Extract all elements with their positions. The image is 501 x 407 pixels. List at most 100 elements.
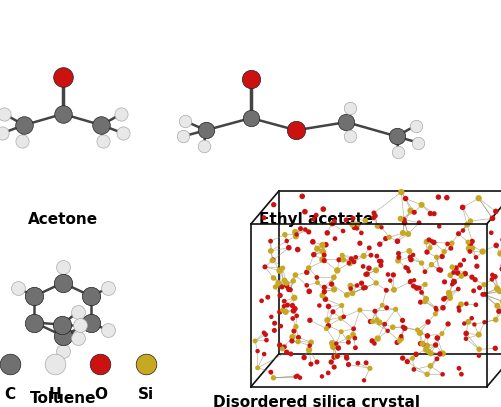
Point [459, 257, 467, 263]
Point [267, 313, 275, 320]
Point [266, 238, 274, 244]
Point [355, 240, 363, 247]
Point [318, 256, 326, 263]
Point [276, 292, 284, 299]
Point [348, 290, 356, 297]
Point [369, 210, 377, 216]
Point [401, 195, 409, 202]
Point [458, 204, 466, 210]
Point [321, 296, 329, 302]
Point [423, 348, 431, 354]
Point [305, 342, 313, 349]
Point [451, 265, 459, 271]
Point [445, 291, 453, 298]
Point [405, 254, 413, 260]
Point [406, 256, 414, 263]
Text: Ethyl acetate: Ethyl acetate [259, 212, 373, 227]
Point [334, 256, 342, 263]
Point [332, 353, 340, 360]
Point [346, 282, 354, 289]
Point [282, 349, 290, 355]
Point [458, 227, 466, 234]
Point [269, 256, 277, 263]
Point [327, 221, 335, 227]
Point [267, 369, 275, 375]
Point [338, 252, 346, 258]
Point [261, 264, 269, 270]
Point [370, 340, 378, 347]
Point [375, 319, 383, 326]
Point [332, 340, 340, 347]
Point [422, 249, 430, 255]
Point [396, 215, 404, 222]
Point [413, 327, 421, 333]
Point [282, 238, 290, 244]
Point [404, 268, 412, 274]
Point [318, 248, 326, 254]
Point [296, 225, 304, 232]
Point [400, 325, 408, 332]
Point [307, 339, 315, 346]
Point [178, 133, 186, 140]
Point [275, 342, 283, 348]
Point [425, 363, 433, 369]
Point [432, 254, 440, 260]
Point [306, 361, 314, 368]
Point [253, 365, 261, 371]
Point [246, 115, 255, 121]
Point [324, 303, 332, 310]
Point [268, 257, 276, 264]
Point [396, 335, 404, 342]
Point [323, 317, 331, 323]
Point [383, 271, 391, 278]
Point [487, 276, 495, 282]
Point [300, 354, 308, 361]
Point [405, 279, 413, 285]
Point [350, 335, 358, 341]
Point [462, 221, 470, 228]
Point [417, 289, 425, 295]
Point [432, 356, 440, 362]
Point [478, 291, 486, 298]
Point [277, 284, 285, 290]
Point [344, 361, 352, 368]
Point [391, 306, 399, 313]
Point [301, 226, 309, 233]
Point [442, 195, 450, 201]
Point [465, 248, 473, 255]
Point [292, 313, 300, 319]
Point [309, 216, 317, 223]
Point [423, 319, 431, 325]
Point [309, 252, 317, 258]
Point [275, 267, 283, 274]
Point [274, 280, 282, 287]
Point [422, 371, 430, 378]
Point [359, 377, 367, 383]
Point [282, 282, 290, 289]
Point [447, 264, 455, 270]
Point [492, 285, 500, 292]
Point [291, 305, 299, 312]
Point [498, 262, 501, 269]
Point [31, 319, 39, 326]
Point [342, 354, 350, 361]
Point [261, 331, 269, 338]
Point [477, 248, 485, 255]
Text: O: O [94, 387, 107, 402]
Point [401, 264, 409, 271]
Text: Toluene: Toluene [30, 391, 96, 406]
Point [346, 285, 354, 292]
Point [302, 269, 310, 276]
Point [260, 214, 268, 221]
Point [361, 217, 369, 224]
Point [291, 229, 299, 235]
Point [317, 373, 325, 380]
Point [434, 223, 442, 230]
Point [201, 127, 209, 133]
Point [460, 270, 468, 277]
Point [398, 355, 406, 361]
Point [468, 245, 476, 252]
Point [438, 371, 446, 378]
Point [432, 335, 440, 341]
Point [337, 302, 345, 309]
